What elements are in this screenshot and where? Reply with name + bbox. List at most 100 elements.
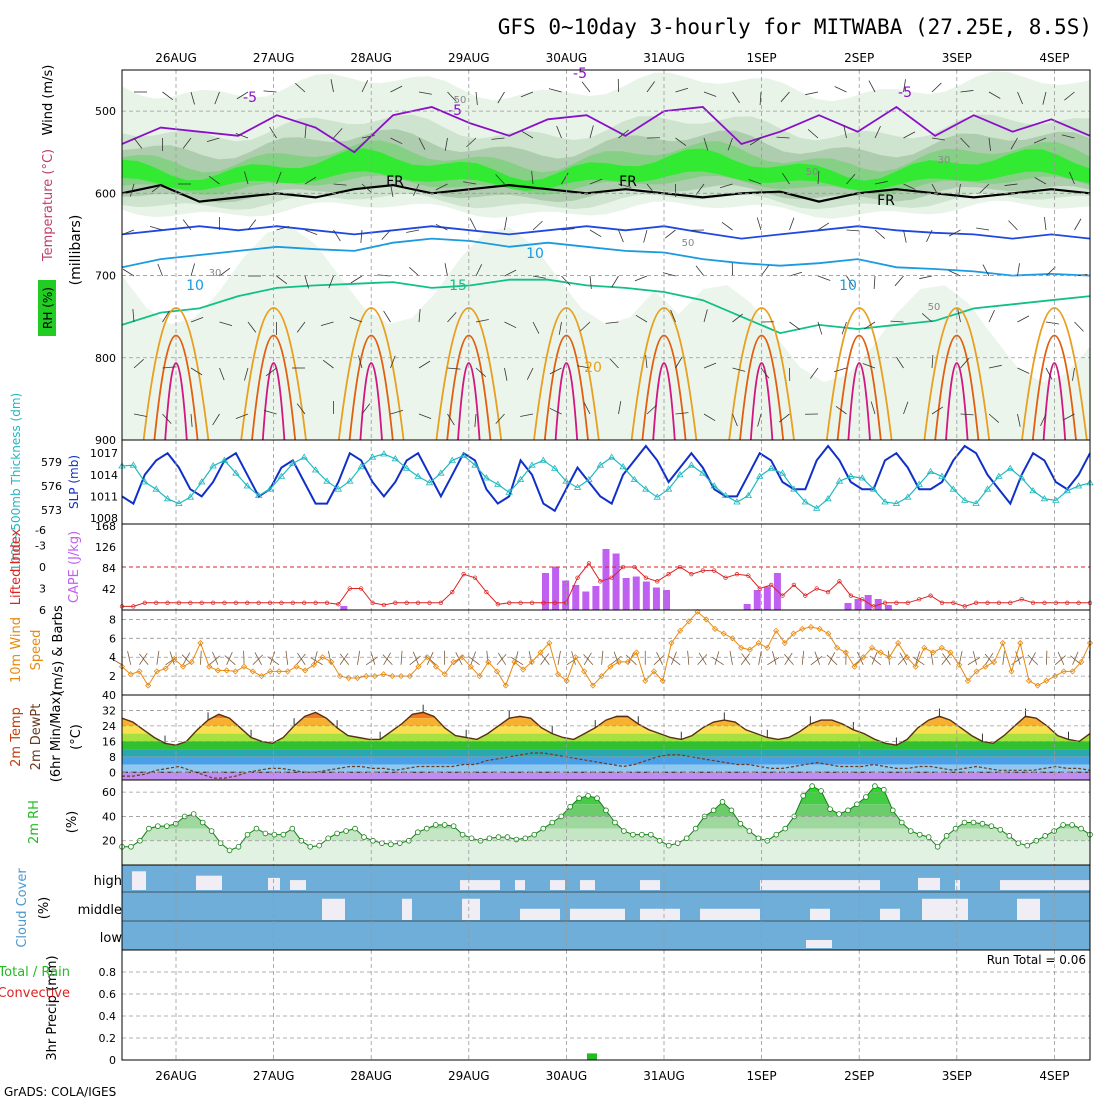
- run-total: Run Total = 0.06: [987, 953, 1086, 967]
- wind-barb: [732, 91, 740, 104]
- wind-barb: [711, 656, 724, 666]
- data-point: [648, 831, 654, 838]
- wind-barb: [703, 91, 717, 97]
- data-point: [323, 477, 331, 484]
- wind-barb: [247, 321, 257, 333]
- contour-label: 30: [209, 268, 222, 279]
- wind-barb: [561, 275, 571, 286]
- temp2m-panel: 0 8 16 24 32 2m Temp 2m DewPt (6hr Min/Max) (°C): [9, 692, 1091, 782]
- wind-barb: [618, 229, 624, 243]
- wind-barb: [121, 229, 135, 236]
- isotherm-line: [121, 237, 1091, 277]
- data-point: [699, 469, 707, 476]
- data-point: [703, 616, 710, 623]
- data-point: [1008, 600, 1013, 605]
- data-point: [816, 625, 823, 632]
- wind-barb: [333, 183, 347, 186]
- data-point: [467, 663, 474, 670]
- wind-barb: [817, 275, 831, 281]
- wind-barb: [244, 171, 249, 185]
- wind-barb: [470, 651, 476, 665]
- wind-barb: [1017, 315, 1030, 323]
- wind-barb: [133, 137, 143, 149]
- legend-total-rain: Total / Rain: [0, 965, 70, 980]
- wind-barb: [662, 272, 676, 277]
- data-point: [689, 572, 694, 577]
- isotherm-line: [945, 362, 969, 441]
- wind-barb: [1017, 413, 1021, 427]
- wind-barb: [310, 657, 323, 666]
- data-point: [171, 656, 178, 663]
- wind-barb: [162, 310, 170, 323]
- data-point: [245, 600, 250, 605]
- data-point: [381, 602, 387, 608]
- tick-label: high: [94, 874, 122, 889]
- chart-title: GFS 0~10day 3-hourly for MITWABA (27.25E…: [498, 15, 1092, 39]
- tick-label: 576: [41, 480, 62, 493]
- data-point: [1008, 668, 1015, 675]
- data-point: [254, 491, 263, 498]
- temp-band: [122, 733, 1090, 742]
- temp-band: [122, 718, 1090, 726]
- data-point: [485, 658, 492, 666]
- data-point: [630, 475, 639, 482]
- data-point: [128, 843, 134, 850]
- data-point: [267, 600, 273, 605]
- wind-barb: [276, 226, 290, 231]
- data-point: [738, 644, 745, 651]
- rh-band: [122, 840, 1090, 865]
- data-point: [860, 654, 867, 661]
- wind-barb: [988, 413, 1000, 423]
- cape-bar: [592, 586, 600, 610]
- wind-barb: [581, 81, 591, 93]
- contour-label: -5: [573, 66, 587, 82]
- data-point: [220, 456, 229, 463]
- wind-barb: [687, 650, 690, 665]
- wind-barb: [447, 312, 457, 323]
- axis-label: (°C): [69, 724, 84, 750]
- data-point: [643, 575, 649, 580]
- wind-barb: [418, 91, 432, 95]
- data-point: [995, 472, 1003, 479]
- clear-sky-block: [640, 880, 660, 890]
- data-point: [642, 485, 650, 492]
- data-point: [929, 649, 937, 656]
- clear-sky-block: [196, 875, 222, 890]
- data-point: [186, 493, 195, 500]
- data-point: [513, 836, 520, 843]
- wind-barb: [219, 367, 225, 381]
- clear-sky-block: [322, 898, 345, 920]
- date-label: 30AUG: [546, 51, 588, 65]
- wind-barb: [304, 125, 307, 139]
- wind-barb: [789, 321, 801, 330]
- data-point: [916, 831, 923, 838]
- series-line: [121, 611, 1091, 687]
- data-point: [423, 825, 430, 832]
- cape-bar: [844, 603, 852, 610]
- data-point: [781, 639, 788, 647]
- data-point: [243, 482, 251, 489]
- data-point: [1060, 668, 1067, 675]
- data-point: [721, 491, 730, 498]
- data-point: [145, 682, 152, 689]
- data-point: [624, 658, 631, 666]
- data-point: [1069, 668, 1076, 675]
- tick-label: 84: [102, 562, 116, 575]
- contour-label: -5: [898, 85, 912, 101]
- data-point: [197, 639, 204, 647]
- data-point: [683, 835, 690, 842]
- data-point: [947, 649, 954, 656]
- tick-label: 0: [109, 1054, 116, 1067]
- wind-barb: [182, 219, 192, 231]
- tick-label: 1008: [90, 512, 118, 525]
- date-label: 2SEP: [844, 1069, 874, 1083]
- bottom-date-labels: 26AUG 27AUG 28AUG 29AUG 30AUG 31AUG 1SEP 2SEP 3S…: [155, 1069, 1069, 1083]
- data-point: [226, 847, 233, 854]
- data-point: [653, 493, 661, 500]
- data-point: [573, 483, 582, 490]
- data-point: [939, 600, 945, 605]
- panel-background: [122, 950, 1090, 1060]
- data-point: [397, 840, 403, 846]
- isotherm-line: [446, 334, 492, 441]
- axis-label: Lifted Index: [9, 528, 24, 605]
